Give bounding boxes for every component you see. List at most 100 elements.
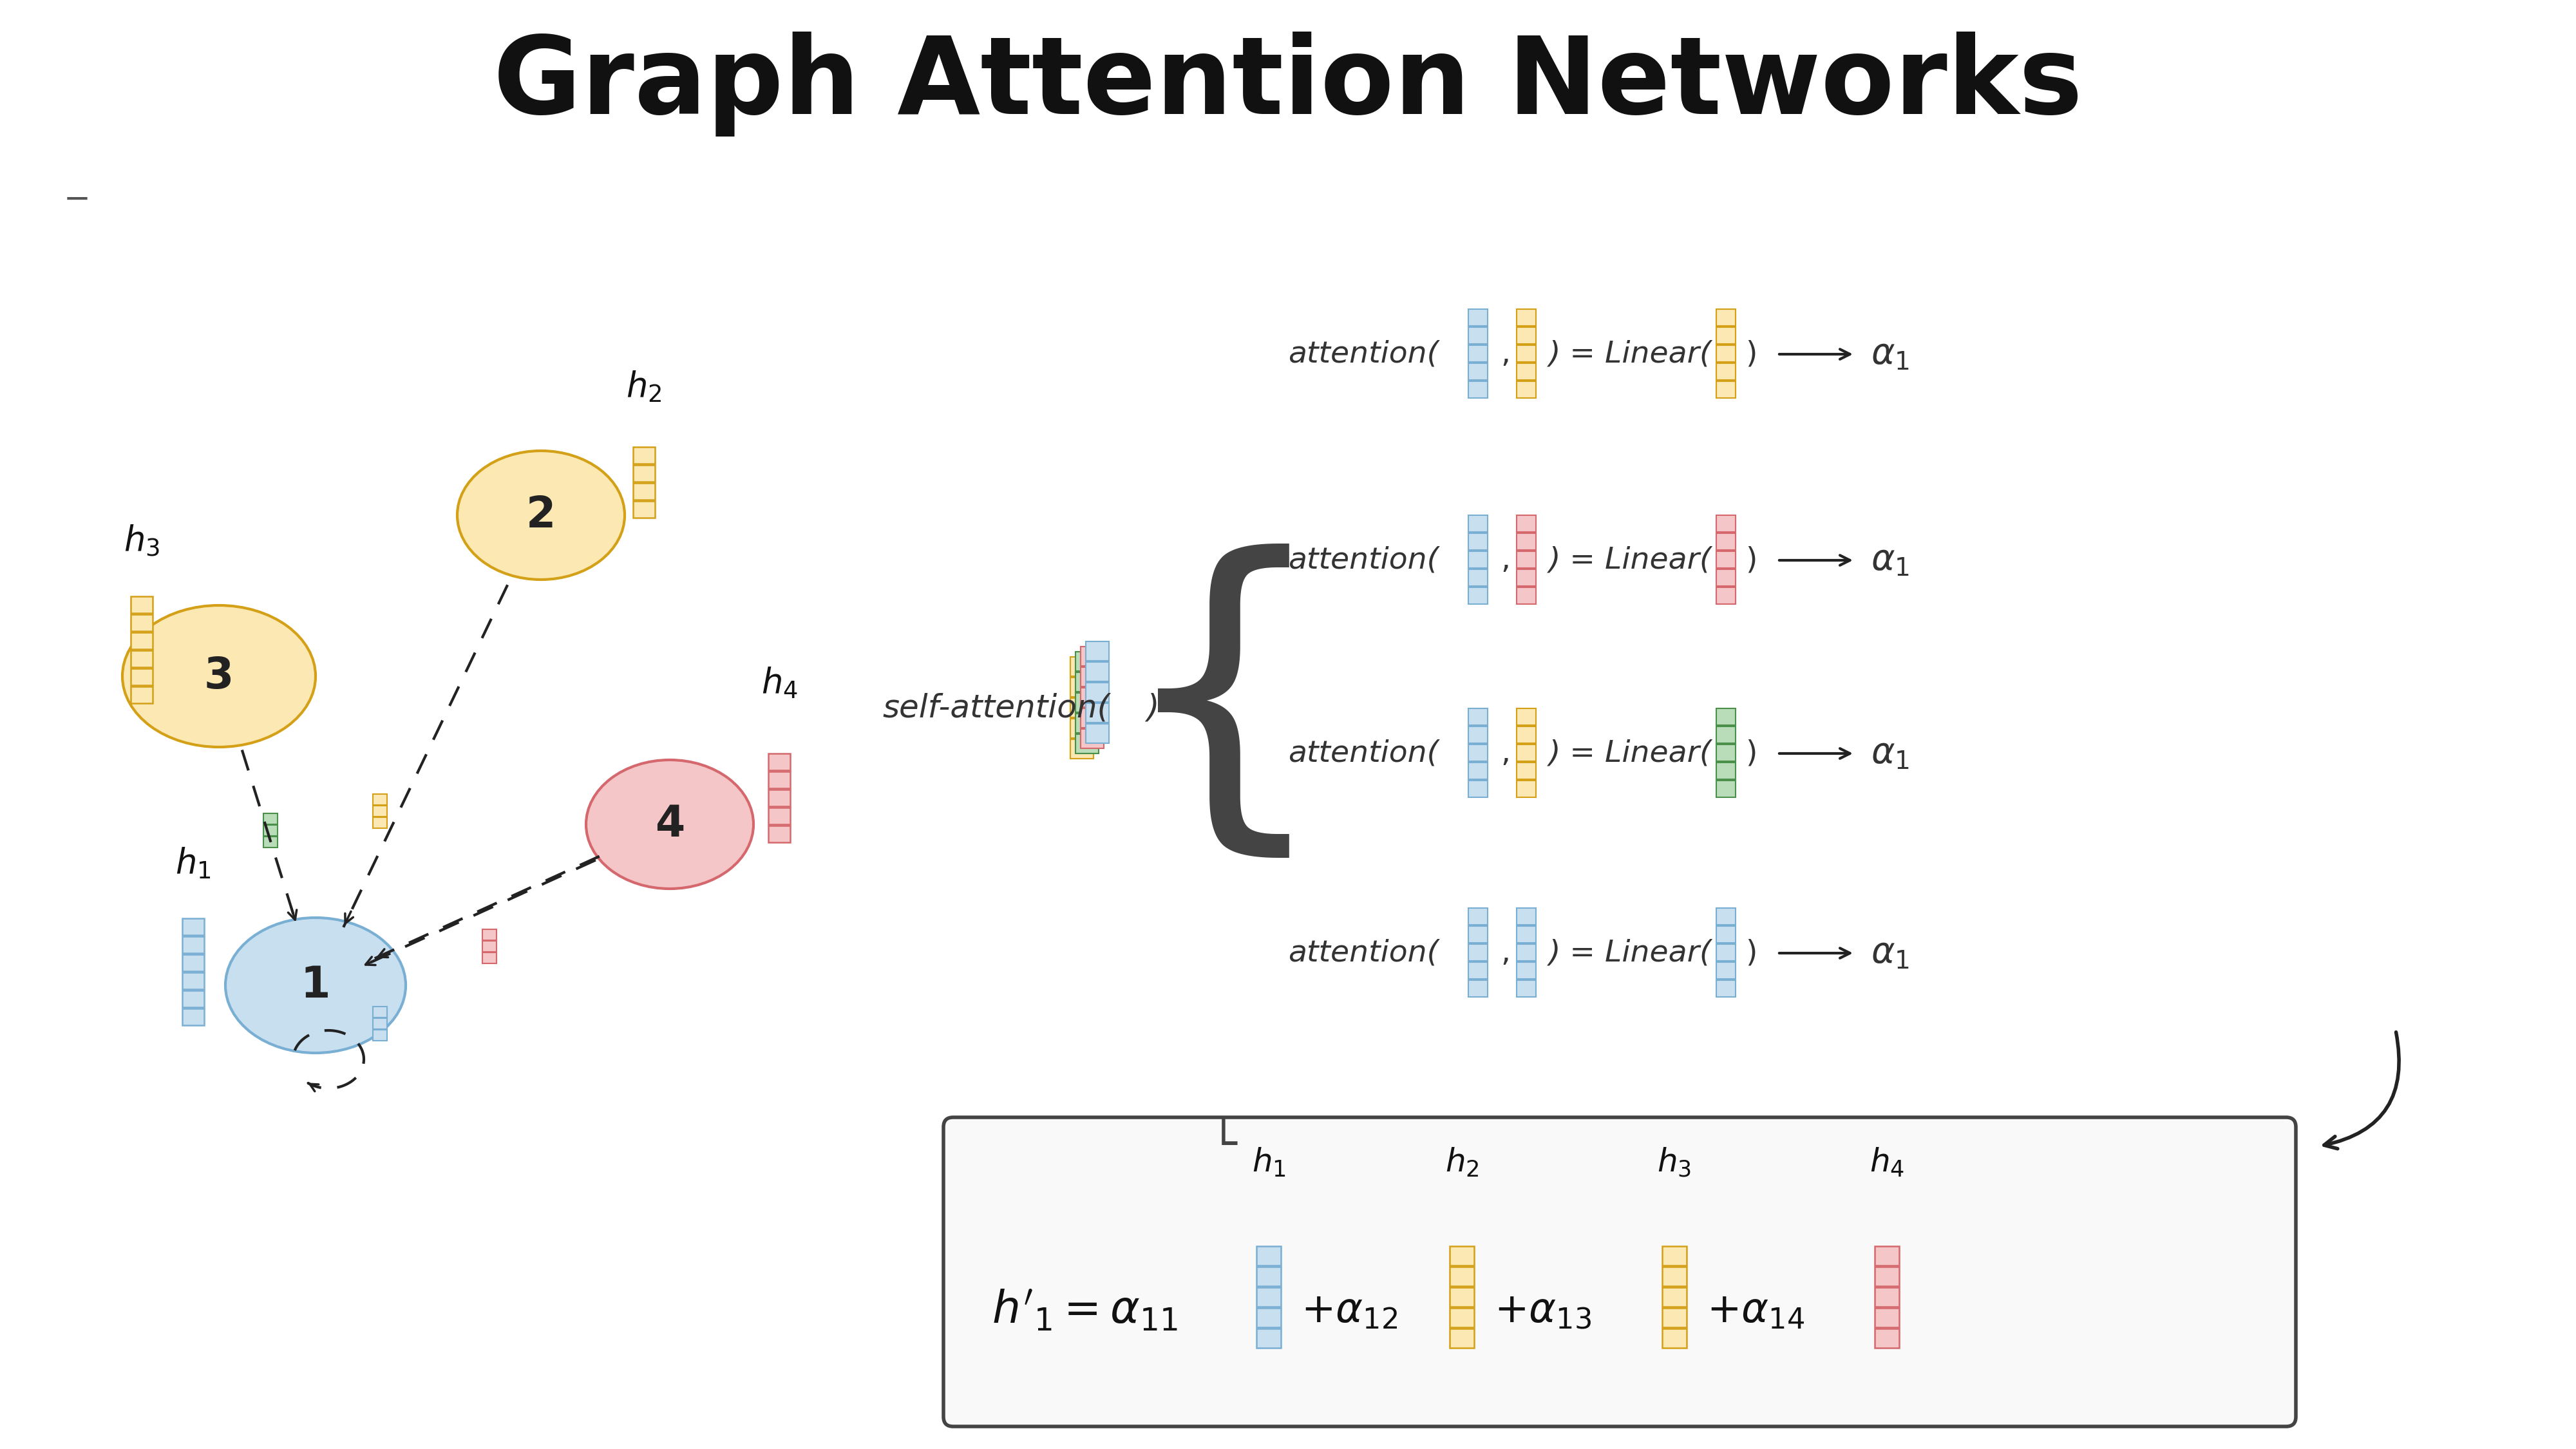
Bar [1468,709,1489,724]
Bar [1875,1287,1899,1307]
Text: $\alpha_1$: $\alpha_1$ [1870,936,1909,971]
Text: ) = Linear(: ) = Linear( [1548,939,1713,968]
Bar [1077,652,1097,671]
Bar [1517,587,1535,604]
Bar [1716,587,1736,604]
Text: ) = Linear(: ) = Linear( [1548,739,1713,768]
Text: 1: 1 [301,964,330,1007]
Bar [1716,516,1736,532]
Bar [131,614,152,632]
Bar [1716,381,1736,398]
Bar [1517,762,1535,780]
Text: ) = Linear(: ) = Linear( [1548,339,1713,368]
Bar [1517,381,1535,398]
Text: $h_1$: $h_1$ [1252,1146,1285,1178]
Bar [1077,713,1097,733]
Bar [1517,726,1535,743]
Text: {: { [1115,543,1332,874]
Bar [1716,945,1736,961]
Bar [1517,926,1535,943]
Text: $h'_1 = \alpha_{11}$: $h'_1 = \alpha_{11}$ [992,1288,1177,1333]
Bar [1716,745,1736,761]
Bar [1517,309,1535,326]
Bar [1468,745,1489,761]
Bar [1517,745,1535,761]
Bar [374,1007,386,1017]
Text: −: − [64,184,90,214]
Bar [1716,364,1736,380]
Bar [131,632,152,649]
Text: $\alpha_1$: $\alpha_1$ [1870,543,1909,578]
Bar [1082,646,1103,665]
Bar [1468,926,1489,943]
Bar [183,991,204,1007]
Bar [1716,709,1736,724]
Text: 4: 4 [654,803,685,846]
Text: $+ \alpha_{14}$: $+ \alpha_{14}$ [1705,1291,1806,1330]
Bar [1716,309,1736,326]
Text: 2: 2 [526,494,556,536]
Text: Graph Attention Networks: Graph Attention Networks [495,32,2081,136]
Bar [1716,327,1736,343]
Bar [263,813,278,824]
Bar [1875,1246,1899,1265]
Text: ,: , [1499,546,1510,575]
Bar [374,806,386,816]
Bar [131,651,152,667]
Bar [1716,569,1736,585]
Bar [1517,327,1535,343]
Text: $h_1$: $h_1$ [175,846,211,880]
Bar [183,919,204,935]
FancyBboxPatch shape [943,1117,2295,1426]
Bar [1077,672,1097,691]
Bar [1716,909,1736,924]
Text: ,: , [1499,739,1510,768]
Bar [768,753,791,771]
Bar [482,952,497,964]
Text: ): ) [1747,546,1757,575]
Ellipse shape [587,759,752,888]
Bar [1716,726,1736,743]
Bar [768,771,791,788]
Ellipse shape [227,917,407,1053]
Ellipse shape [459,451,623,580]
Bar [1517,364,1535,380]
Bar [1468,327,1489,343]
Bar [1077,693,1097,711]
Bar [1072,656,1092,677]
Bar [1468,345,1489,362]
Bar [1662,1308,1687,1327]
Bar [1468,533,1489,551]
Bar [1082,688,1103,707]
Bar [1072,739,1092,758]
Bar [1716,926,1736,943]
Bar [131,668,152,685]
Bar [1468,309,1489,326]
Bar [1716,533,1736,551]
Bar [1875,1329,1899,1348]
Bar [1468,909,1489,924]
Bar [1087,703,1108,723]
Bar [1662,1287,1687,1307]
Bar [131,597,152,613]
Text: $h_3$: $h_3$ [124,523,160,558]
Bar [1450,1266,1473,1285]
Bar [1716,551,1736,568]
Text: 3: 3 [204,655,234,697]
Text: ,: , [1499,939,1510,968]
Bar [1517,962,1535,980]
Bar [1517,980,1535,997]
Text: $h_3$: $h_3$ [1656,1146,1692,1178]
Text: ) =: ) = [1146,693,1195,724]
Bar [1517,781,1535,797]
Text: attention(: attention( [1288,339,1437,368]
Ellipse shape [124,606,314,748]
Text: ): ) [1747,339,1757,368]
Bar [1257,1308,1280,1327]
Bar [1082,709,1103,727]
Text: ): ) [1747,939,1757,968]
Bar [183,972,204,990]
Bar [482,940,497,952]
Bar [1082,729,1103,748]
Text: $h_4$: $h_4$ [760,665,799,700]
